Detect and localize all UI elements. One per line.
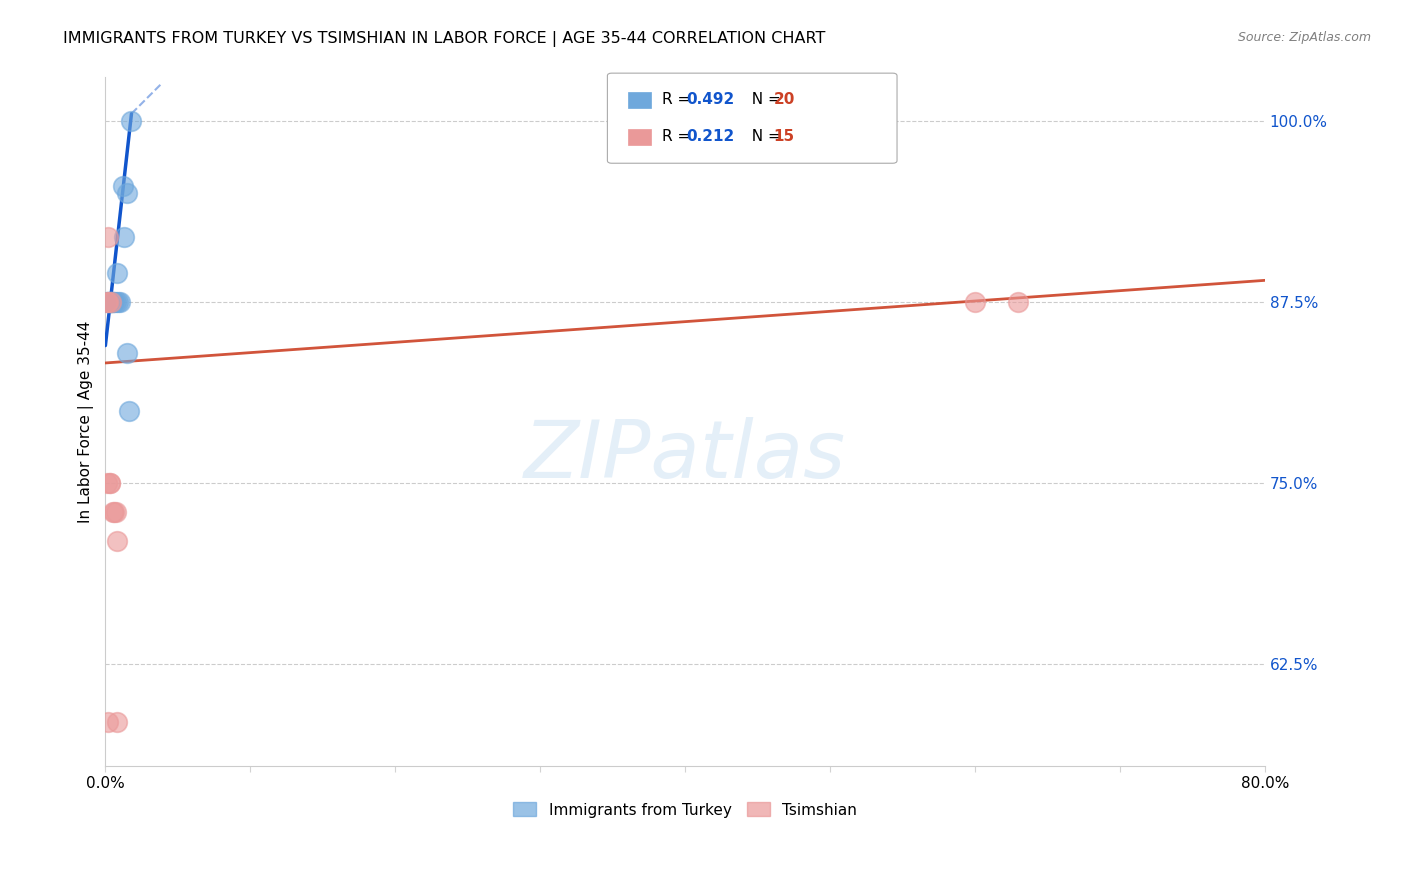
Point — [121, 114, 143, 128]
Point — [101, 505, 124, 519]
Text: Source: ZipAtlas.com: Source: ZipAtlas.com — [1237, 31, 1371, 45]
Point — [107, 295, 129, 310]
Point — [111, 179, 134, 194]
Point — [105, 715, 128, 730]
Point — [97, 295, 120, 310]
Point — [117, 404, 139, 418]
Point — [97, 715, 120, 730]
Text: R =: R = — [662, 129, 696, 145]
Point — [98, 476, 121, 491]
Point — [115, 346, 138, 360]
Point — [104, 505, 127, 519]
Point — [1007, 295, 1029, 310]
Point — [963, 295, 986, 310]
Point — [96, 476, 118, 491]
Point — [100, 295, 122, 310]
Point — [98, 295, 121, 310]
Point — [103, 505, 125, 519]
Y-axis label: In Labor Force | Age 35-44: In Labor Force | Age 35-44 — [79, 320, 94, 523]
Point — [115, 186, 138, 201]
Text: 15: 15 — [773, 129, 794, 145]
Point — [101, 295, 124, 310]
Point — [98, 295, 121, 310]
Text: N =: N = — [742, 129, 786, 145]
Point — [112, 230, 135, 244]
Point — [100, 295, 122, 310]
Point — [96, 295, 118, 310]
Point — [100, 295, 122, 310]
Point — [101, 295, 124, 310]
Point — [98, 476, 121, 491]
Point — [105, 266, 128, 280]
Text: R =: R = — [662, 92, 696, 107]
Point — [96, 295, 118, 310]
Text: IMMIGRANTS FROM TURKEY VS TSIMSHIAN IN LABOR FORCE | AGE 35-44 CORRELATION CHART: IMMIGRANTS FROM TURKEY VS TSIMSHIAN IN L… — [63, 31, 825, 47]
Text: 0.212: 0.212 — [686, 129, 734, 145]
Point — [97, 230, 120, 244]
Legend: Immigrants from Turkey, Tsimshian: Immigrants from Turkey, Tsimshian — [508, 797, 863, 823]
Point — [104, 295, 127, 310]
Text: 20: 20 — [773, 92, 794, 107]
Point — [108, 295, 131, 310]
Point — [103, 295, 125, 310]
Point — [98, 295, 121, 310]
Point — [105, 534, 128, 549]
Text: ZIPatlas: ZIPatlas — [524, 417, 846, 495]
Text: N =: N = — [742, 92, 786, 107]
Point — [97, 295, 120, 310]
Text: 0.492: 0.492 — [686, 92, 734, 107]
